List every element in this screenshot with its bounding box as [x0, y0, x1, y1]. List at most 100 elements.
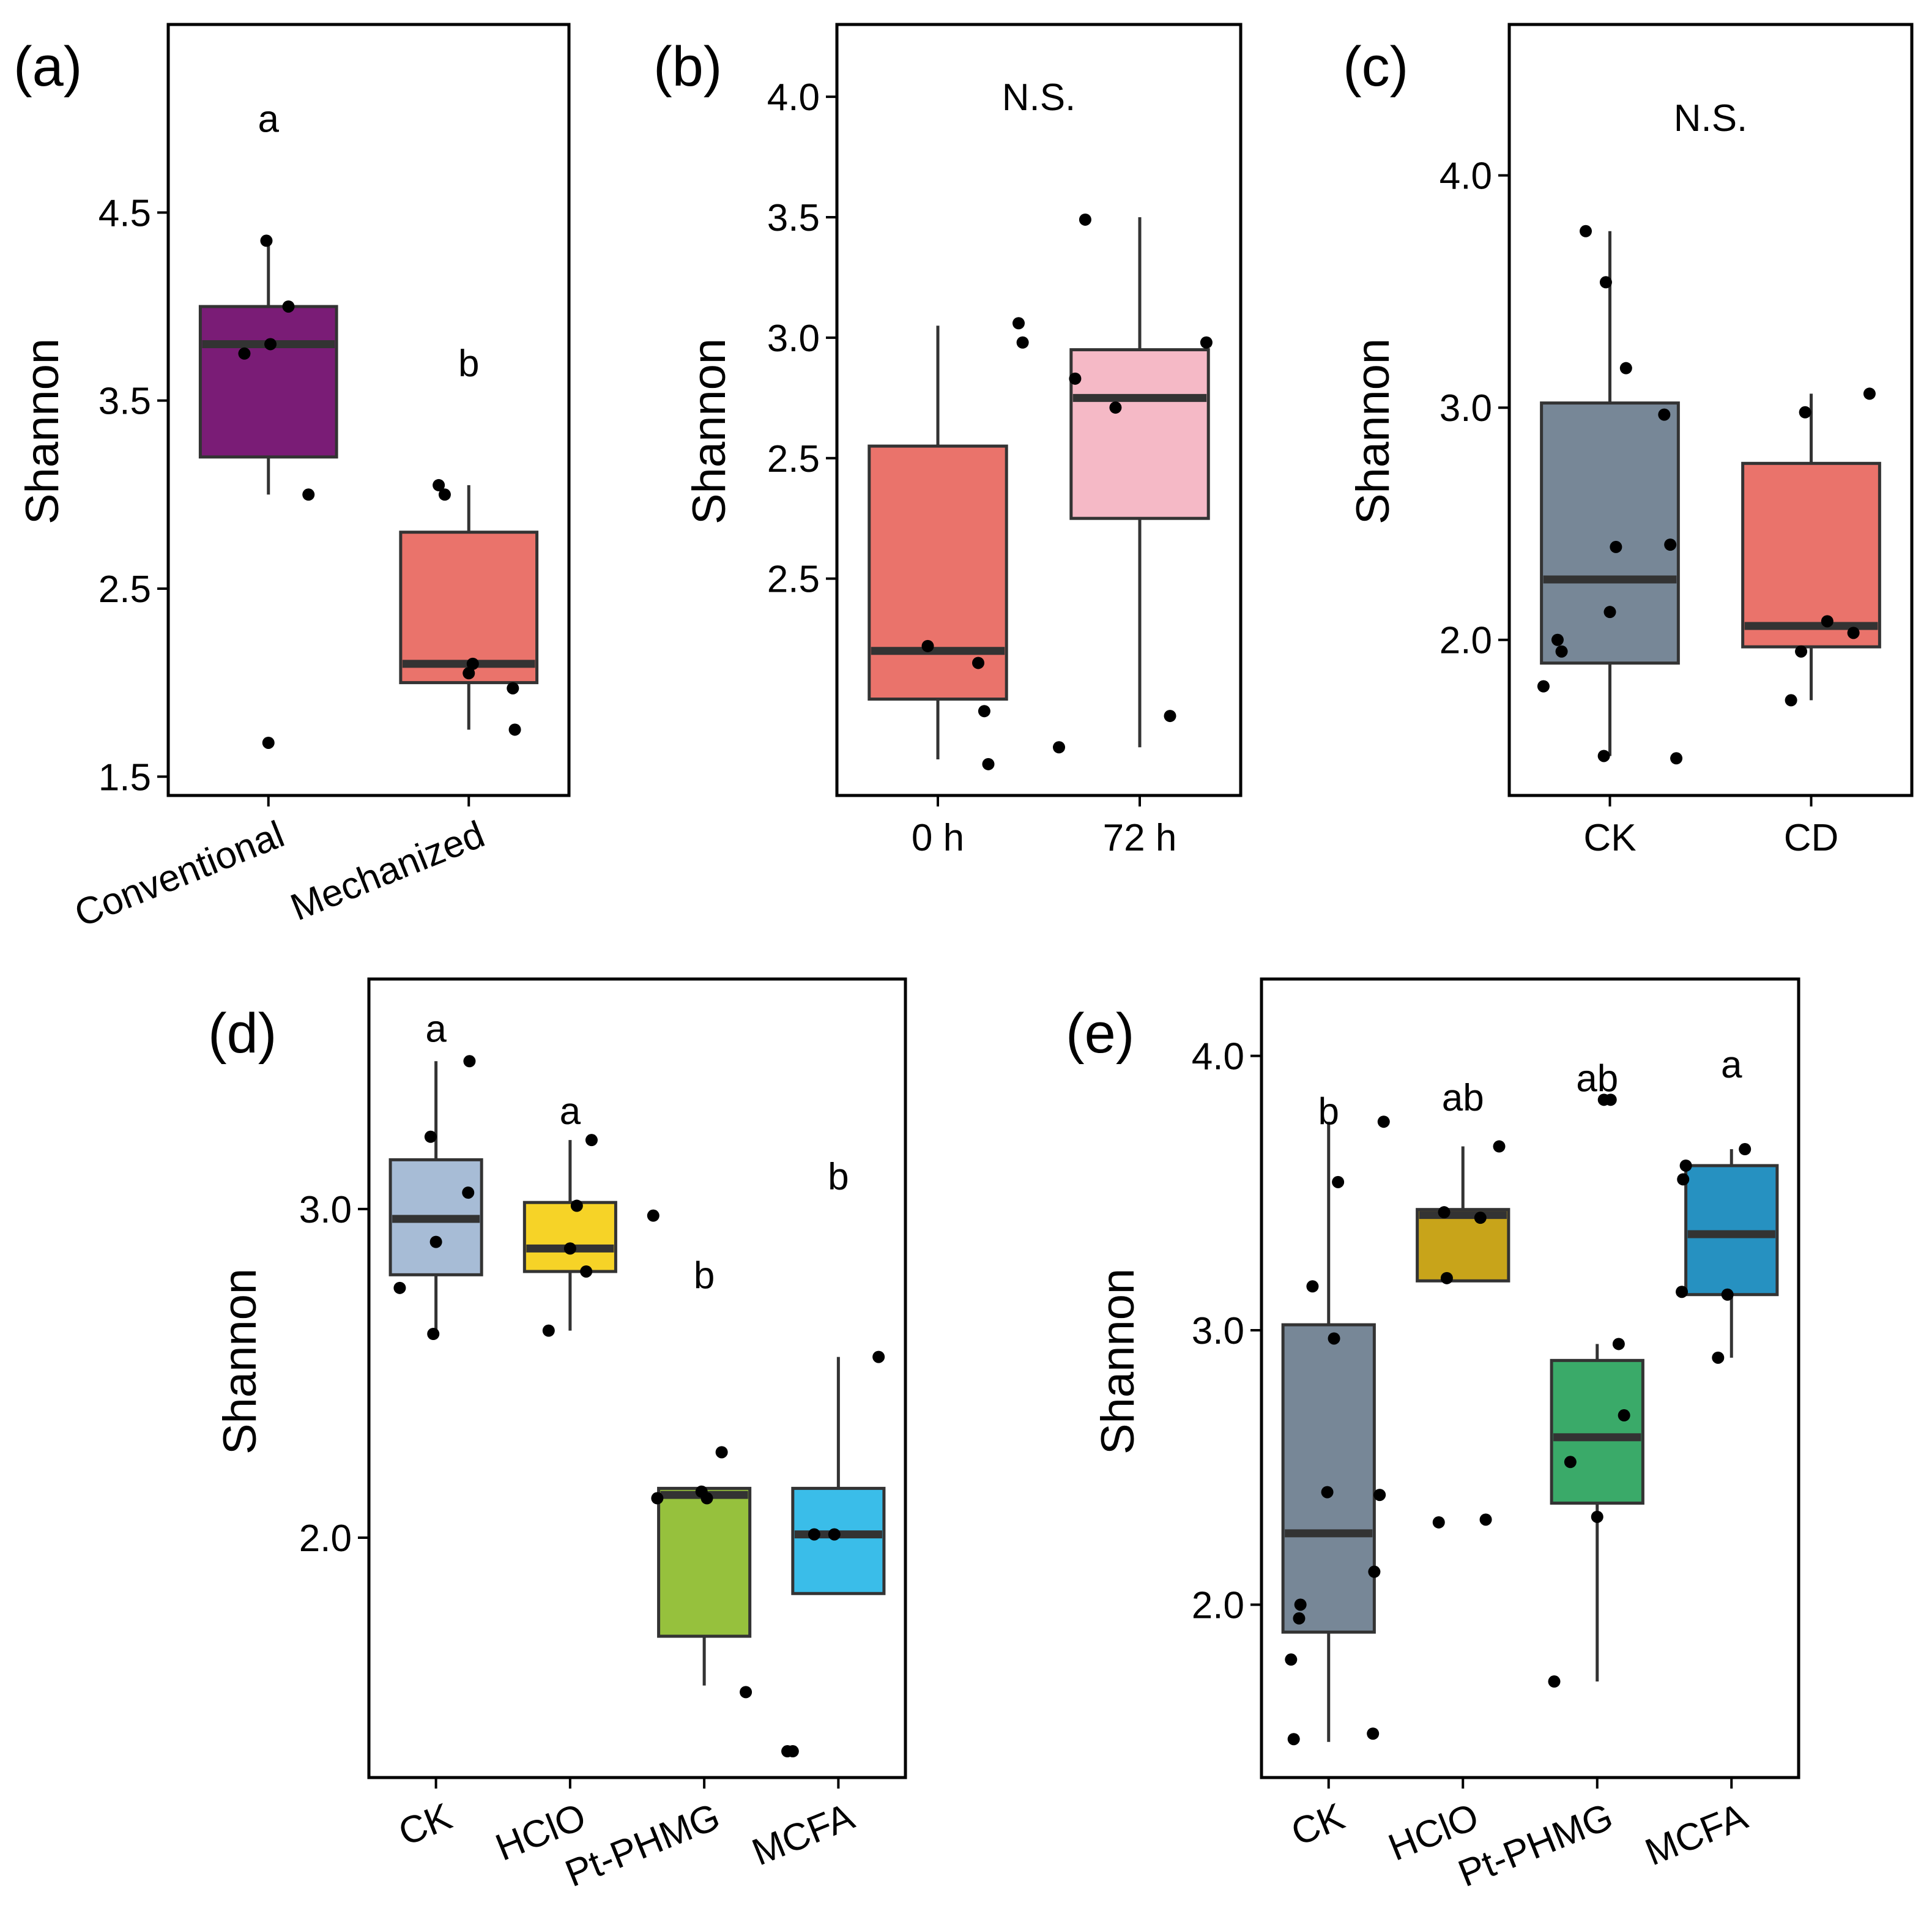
significance-label-a: b: [458, 343, 479, 385]
x-tick-label-e: MCFA: [1640, 1795, 1753, 1874]
data-point-e: [1618, 1409, 1630, 1422]
data-point-c: [1599, 276, 1612, 289]
x-tick-label-d: CK: [393, 1795, 458, 1854]
significance-label-b: N.S.: [1002, 76, 1076, 119]
y-tick-label-c: 4.0: [1440, 155, 1492, 198]
data-point-e: [1285, 1653, 1298, 1666]
data-point-e: [1367, 1727, 1380, 1740]
panel-b: (b) Shannon 2.5 2.5 3.0 3.5 4.0 0 h 72 h N.S.: [653, 23, 1243, 859]
data-point-c: [1537, 680, 1550, 693]
data-point-a: [438, 488, 451, 501]
panel-label-a: (a): [13, 35, 82, 98]
data-point-b: [1200, 336, 1213, 349]
y-axis-title-e: Shannon: [1092, 1268, 1144, 1454]
significance-label-e: b: [1318, 1090, 1339, 1133]
data-point-b: [972, 657, 984, 669]
data-point-c: [1580, 225, 1592, 237]
data-point-e: [1321, 1486, 1334, 1499]
box-d-2: [522, 1201, 617, 1273]
x-tick-label-e: Pt-PHMG: [1452, 1795, 1619, 1895]
x-tick-label-d: Pt-PHMG: [560, 1795, 726, 1895]
data-point-d: [808, 1528, 820, 1541]
data-point-e: [1332, 1175, 1345, 1188]
data-point-c: [1555, 645, 1568, 658]
panel-a: (a) Shannon 1.5 2.5 3.5 4.5 ConventionalMech…: [13, 23, 571, 936]
data-point-a: [302, 488, 315, 501]
data-point-b: [921, 639, 934, 652]
data-point-c: [1603, 606, 1616, 619]
y-tick-label-d: 3.0: [299, 1189, 352, 1231]
y-tick-label-b: 2.5: [767, 438, 820, 480]
data-point-c: [1785, 694, 1797, 707]
data-point-e: [1676, 1286, 1689, 1298]
x-tick-label-a: Conventional: [69, 813, 290, 936]
data-point-a: [282, 300, 295, 313]
box-c-1: [1540, 401, 1680, 665]
data-point-b: [982, 758, 995, 770]
data-point-b: [1109, 401, 1122, 414]
x-tick-label-b: 72 h: [1103, 817, 1177, 859]
data-point-e: [1677, 1173, 1690, 1186]
data-point-e: [1604, 1093, 1617, 1106]
y-tick-label-b: 3.5: [767, 197, 820, 239]
significance-label-e: ab: [1442, 1077, 1484, 1119]
panel-c: (c) Shannon 2.0 3.0 4.0 CK CD N.S.: [1343, 23, 1914, 859]
y-tick-label-a: 4.5: [98, 192, 151, 234]
plot-frame-b: [835, 23, 1243, 797]
y-tick-label-b: 3.0: [767, 318, 820, 360]
data-point-e: [1432, 1516, 1445, 1529]
data-point-d: [715, 1446, 728, 1459]
y-tick-label-a: 1.5: [98, 756, 151, 799]
y-axis-title-a: Shannon: [17, 338, 69, 524]
data-point-d: [740, 1686, 752, 1699]
data-point-d: [580, 1265, 593, 1278]
y-tick-label-e: 3.0: [1192, 1310, 1244, 1352]
data-point-e: [1591, 1510, 1603, 1523]
data-point-e: [1739, 1143, 1752, 1156]
data-point-e: [1438, 1206, 1451, 1219]
y-tick-label-b: 4.0: [767, 76, 820, 119]
significance-label-c: N.S.: [1674, 97, 1748, 140]
x-tick-label-c: CK: [1583, 817, 1636, 859]
data-point-d: [429, 1235, 442, 1248]
y-tick-label-e: 2.0: [1192, 1584, 1244, 1626]
data-point-a: [260, 234, 273, 247]
data-point-d: [393, 1281, 406, 1294]
data-point-d: [872, 1350, 885, 1363]
data-point-e: [1474, 1212, 1487, 1224]
data-point-d: [427, 1328, 440, 1340]
box-e-4: [1684, 1164, 1779, 1297]
significance-label-e: ab: [1576, 1057, 1618, 1100]
data-point-b: [1164, 710, 1176, 723]
data-point-e: [1293, 1612, 1306, 1625]
x-tick-label-b: 0 h: [912, 817, 964, 859]
data-point-a: [262, 736, 275, 749]
y-axis-title-d: Shannon: [214, 1268, 266, 1454]
box-e-1: [1281, 1323, 1376, 1634]
box-e-3: [1550, 1358, 1644, 1505]
significance-label-d: a: [560, 1090, 581, 1133]
data-point-e: [1377, 1115, 1390, 1128]
data-point-d: [585, 1134, 598, 1147]
data-point-a: [466, 657, 479, 670]
data-point-c: [1658, 408, 1671, 421]
y-axis-title-c: Shannon: [1347, 338, 1399, 524]
data-point-e: [1493, 1140, 1506, 1153]
data-point-c: [1619, 362, 1632, 374]
x-tick-label-e: CK: [1285, 1795, 1350, 1854]
x-tick-label-c: CD: [1784, 817, 1839, 859]
data-point-d: [651, 1492, 664, 1505]
data-point-d: [828, 1528, 841, 1541]
data-point-b: [1053, 741, 1065, 754]
data-point-c: [1551, 633, 1564, 646]
y-tick-label-b: 2.5: [767, 559, 820, 601]
data-point-a: [508, 723, 521, 736]
data-point-d: [542, 1324, 555, 1337]
box-b-1: [868, 444, 1008, 701]
y-axis-title-b: Shannon: [683, 338, 735, 524]
y-tick-label-c: 3.0: [1440, 387, 1492, 430]
data-point-d: [700, 1492, 713, 1505]
data-point-a: [238, 347, 251, 360]
